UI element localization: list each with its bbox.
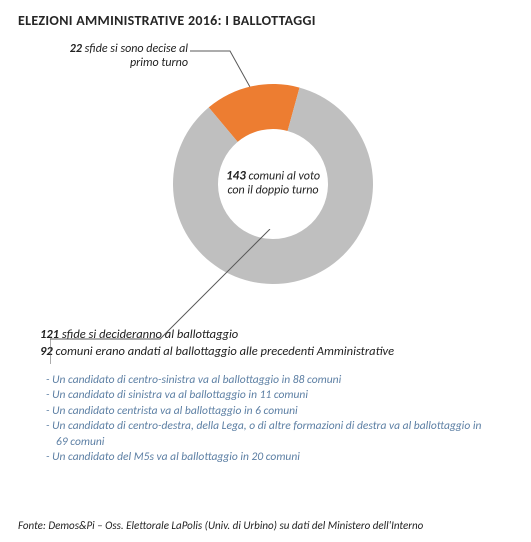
runoff-count-line: 121 sfide si decideranno al ballottaggio xyxy=(40,327,493,344)
runoff-count-value: 121 xyxy=(40,327,59,342)
bullet-item: - Un candidato di centro-sinistra va al … xyxy=(46,373,493,389)
center-value: 143 xyxy=(226,169,246,184)
bullet-item: - Un candidato di centro-destra, della L… xyxy=(46,419,493,450)
bottom-block: 121 sfide si decideranno al ballottaggio… xyxy=(18,327,513,466)
bullet-item: - Un candidato di sinistra va al ballott… xyxy=(46,388,493,404)
previous-runoff-line: 92 comuni erano andati al ballottaggio a… xyxy=(40,344,493,361)
bullet-item: - Un candidato centrista va al ballottag… xyxy=(46,404,493,420)
donut-chart: 143 comuni al voto con il doppio turno xyxy=(168,79,378,289)
chart-area: 22 sfide si sono decise al primo turno 1… xyxy=(18,39,513,319)
top-annotation: 22 sfide si sono decise al primo turno xyxy=(58,43,188,71)
top-annotation-value: 22 xyxy=(70,42,82,56)
bullet-item: - Un candidato del M5s va al ballottaggi… xyxy=(46,450,493,466)
previous-runoff-value: 92 xyxy=(40,344,53,359)
footer-source: Fonte: Demos&Pi – Oss. Elettorale LaPoli… xyxy=(18,519,423,532)
center-annotation: 143 comuni al voto con il doppio turno xyxy=(218,170,328,199)
page-title: ELEZIONI AMMINISTRATIVE 2016: I BALLOTTA… xyxy=(18,12,513,29)
previous-runoff-text: comuni erano andati al ballottaggio alle… xyxy=(53,344,394,359)
top-annotation-text: sfide si sono decise al primo turno xyxy=(82,42,188,70)
bullet-list: - Un candidato di centro-sinistra va al … xyxy=(46,373,493,466)
runoff-count-text: sfide si decideranno al ballottaggio xyxy=(59,327,238,342)
